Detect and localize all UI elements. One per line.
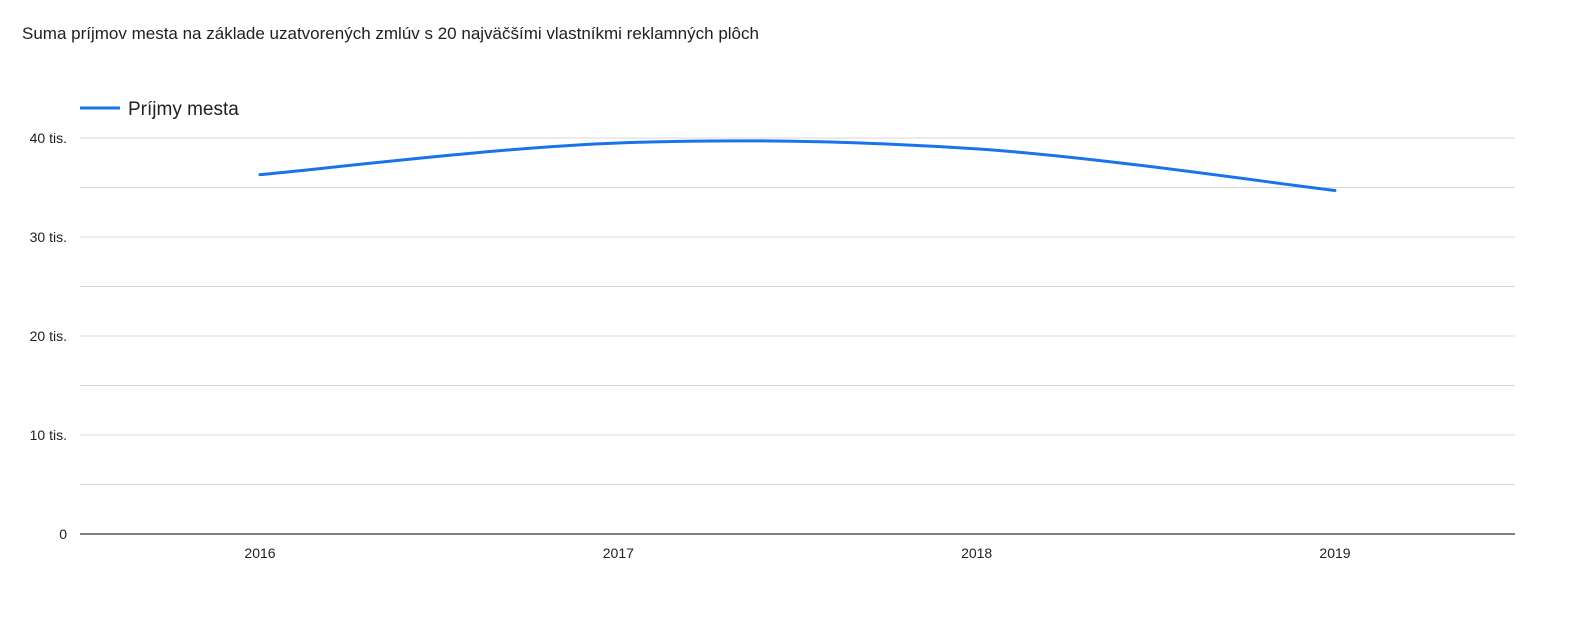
x-tick-label: 2016 <box>244 545 275 561</box>
gridlines <box>80 137 1515 485</box>
x-tick-label: 2019 <box>1319 545 1350 561</box>
y-tick-label: 30 tis. <box>30 229 67 245</box>
x-axis-ticks: 2016 2017 2018 2019 <box>244 545 1350 561</box>
y-axis-ticks: 0 10 tis. 20 tis. 30 tis. 40 tis. <box>30 130 68 542</box>
legend[interactable]: Príjmy mesta <box>80 99 239 120</box>
x-tick-label: 2017 <box>603 545 634 561</box>
series-group <box>258 139 1337 192</box>
x-tick-label: 2018 <box>961 545 992 561</box>
legend-label: Príjmy mesta <box>128 99 239 120</box>
y-tick-label: 20 tis. <box>30 328 67 344</box>
y-tick-label: 40 tis. <box>30 130 67 146</box>
chart-title: Suma príjmov mesta na základe uzatvorený… <box>22 24 759 43</box>
series-line <box>258 139 1337 192</box>
y-tick-label: 10 tis. <box>30 427 67 443</box>
y-tick-label: 0 <box>59 526 67 542</box>
